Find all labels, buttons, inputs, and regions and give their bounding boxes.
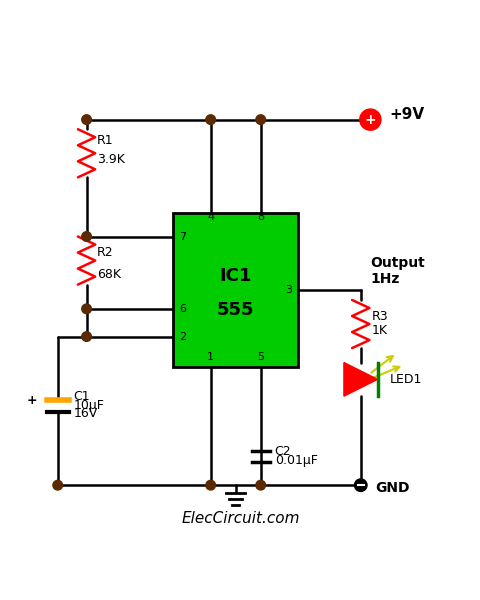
- Text: LED1: LED1: [389, 373, 421, 386]
- Text: Output
1Hz: Output 1Hz: [370, 256, 424, 286]
- Circle shape: [205, 115, 215, 124]
- Text: IC1: IC1: [219, 267, 252, 285]
- Text: 2: 2: [179, 332, 186, 341]
- FancyBboxPatch shape: [173, 214, 298, 367]
- Text: 3.9K: 3.9K: [97, 153, 125, 166]
- Circle shape: [255, 481, 265, 490]
- Text: 10μF: 10μF: [73, 398, 104, 412]
- Circle shape: [205, 481, 215, 490]
- Text: 68K: 68K: [97, 268, 121, 281]
- Text: 3: 3: [285, 286, 292, 295]
- Circle shape: [255, 115, 265, 124]
- Text: 1: 1: [207, 352, 214, 362]
- Text: 1K: 1K: [371, 324, 386, 337]
- Text: 0.01μF: 0.01μF: [274, 454, 317, 467]
- Text: 555: 555: [216, 301, 254, 319]
- Text: R1: R1: [97, 134, 114, 147]
- Text: ElecCircuit.com: ElecCircuit.com: [181, 511, 299, 526]
- Circle shape: [82, 304, 91, 314]
- Text: 7: 7: [179, 232, 186, 242]
- Circle shape: [82, 115, 91, 124]
- Text: 5: 5: [257, 352, 264, 362]
- Text: C2: C2: [274, 445, 291, 458]
- Circle shape: [82, 332, 91, 341]
- Text: GND: GND: [374, 481, 409, 494]
- Text: 6: 6: [179, 304, 186, 314]
- Text: +9V: +9V: [389, 107, 424, 122]
- Text: C1: C1: [73, 390, 90, 403]
- Circle shape: [355, 481, 365, 490]
- Text: +: +: [26, 394, 37, 407]
- Circle shape: [359, 109, 380, 130]
- Circle shape: [53, 481, 62, 490]
- Text: 16V: 16V: [73, 407, 97, 420]
- Text: 8: 8: [257, 212, 264, 222]
- Text: R2: R2: [97, 246, 114, 259]
- Text: 4: 4: [207, 212, 214, 222]
- Text: +: +: [364, 113, 375, 127]
- Text: R3: R3: [371, 310, 387, 323]
- Circle shape: [354, 479, 366, 491]
- Polygon shape: [343, 362, 377, 396]
- Circle shape: [82, 232, 91, 241]
